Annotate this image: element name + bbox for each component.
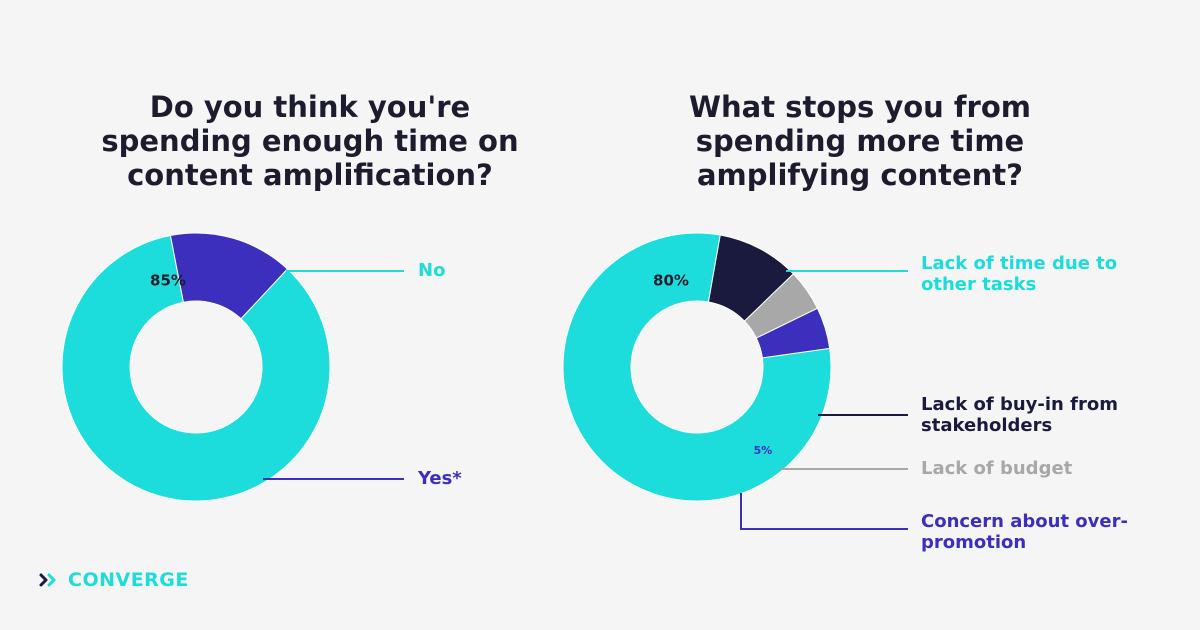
donut-slice-1-0: [562, 232, 832, 502]
data-label-1-3: 5%: [724, 460, 743, 473]
legend-label-1-0: Lack of time due to other tasks: [921, 253, 1118, 295]
legend-label-0-1: Yes*: [418, 468, 462, 489]
data-label-0-0: 85%: [150, 272, 186, 290]
donut-slice-0-0: [61, 234, 331, 502]
chart-title-time-spent: Do you think you're spending enough time…: [101, 90, 519, 192]
data-label-1-1: 10%: [770, 398, 808, 417]
data-label-0-1: 15%: [212, 453, 250, 472]
donut-slice-0-1: [169, 232, 289, 320]
converge-logo: CONVERGE: [38, 569, 189, 591]
data-label-1-0: 80%: [653, 272, 689, 290]
chart-title-obstacles: What stops you from spending more time a…: [689, 90, 1031, 192]
legend-label-1-1: Lack of buy-in from stakeholders: [921, 394, 1118, 436]
donut-slice-1-3: [755, 307, 831, 359]
legend-label-1-3: Concern about over- promotion: [921, 511, 1128, 553]
legend-label-1-2: Lack of budget: [921, 458, 1073, 479]
double-chevron-icon: [39, 573, 56, 587]
logo-text: CONVERGE: [68, 569, 189, 591]
leader-line-1-3: [740, 493, 908, 530]
data-label-1-2: 5%: [754, 444, 773, 457]
legend-label-0-0: No: [418, 260, 446, 281]
